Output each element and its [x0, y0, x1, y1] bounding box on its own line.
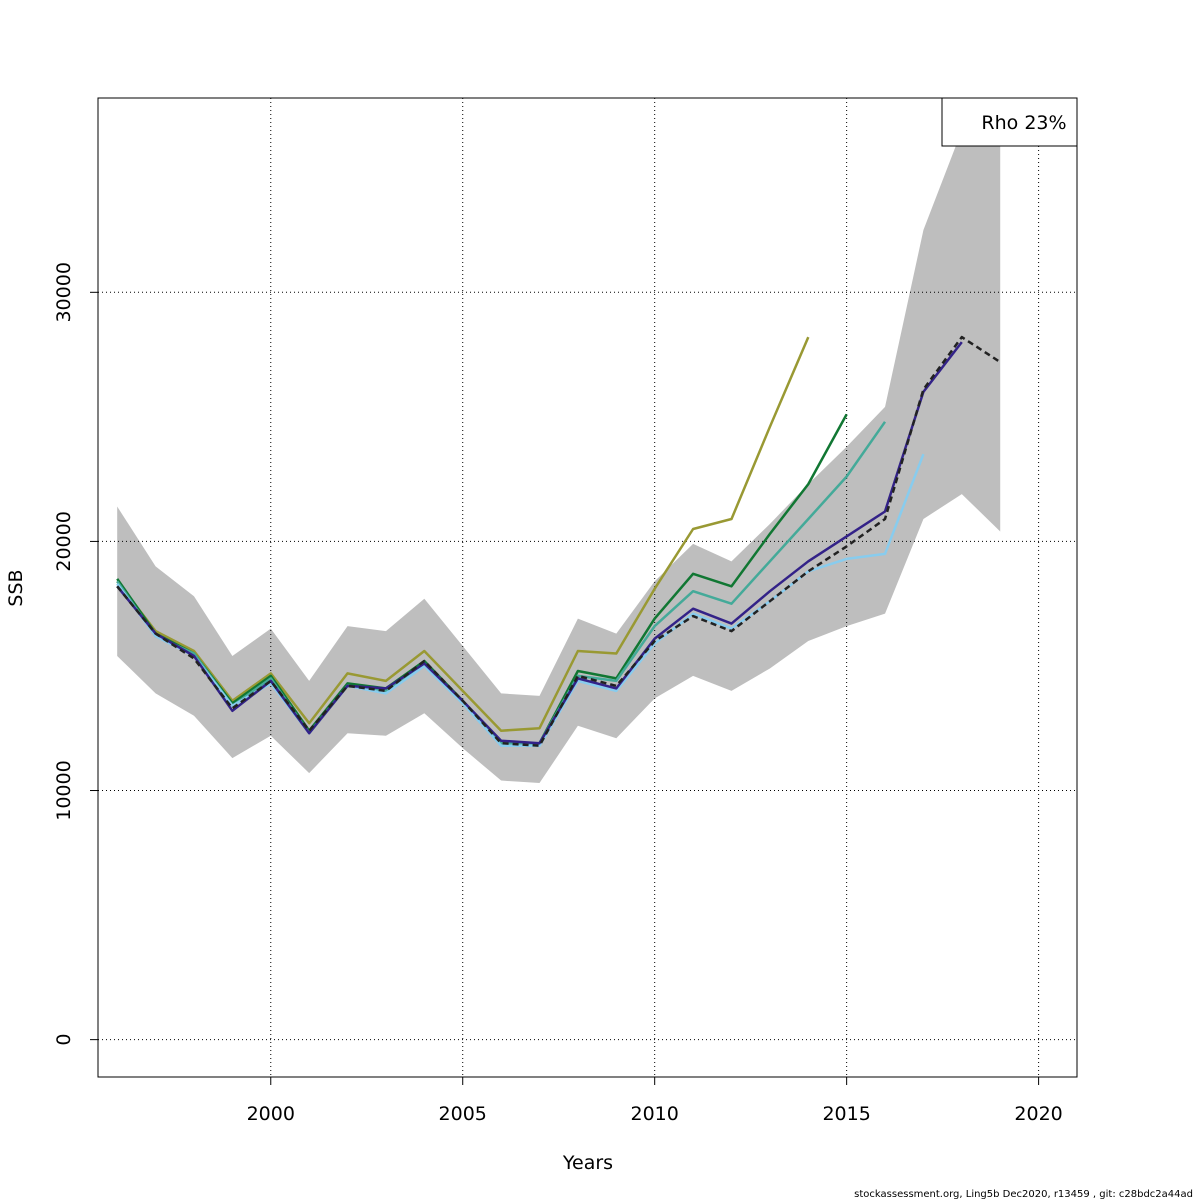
x-tick-label: 2000: [247, 1103, 295, 1125]
x-axis: 2000 2005 2010 2015 2020: [247, 1076, 1063, 1125]
y-axis-title: SSB: [5, 569, 27, 606]
y-tick-label: 30000: [53, 262, 75, 322]
x-tick-label: 2005: [439, 1103, 487, 1125]
series-line: [116, 335, 1001, 747]
y-axis: 0 10000 20000 30000: [53, 262, 99, 1046]
y-tick-label: 0: [53, 1034, 75, 1046]
legend-box: [941, 97, 1078, 147]
confidence-band: [117, 98, 1001, 784]
legend: Rho 23%: [941, 97, 1078, 147]
footer-text: stockassessment.org, Ling5b Dec2020, r13…: [854, 1189, 1193, 1200]
series-line: [116, 336, 810, 732]
legend-text: Rho 23%: [981, 112, 1066, 134]
series-line: [116, 421, 887, 745]
x-tick-label: 2010: [631, 1103, 679, 1125]
y-tick-label: 20000: [53, 511, 75, 571]
series-layer: [116, 335, 1001, 747]
x-tick-label: 2015: [822, 1103, 870, 1125]
x-tick-label: 2020: [1014, 1103, 1062, 1125]
confidence-band-layer: [117, 98, 1001, 784]
y-tick-label: 10000: [53, 760, 75, 820]
x-axis-title: Years: [562, 1152, 613, 1174]
